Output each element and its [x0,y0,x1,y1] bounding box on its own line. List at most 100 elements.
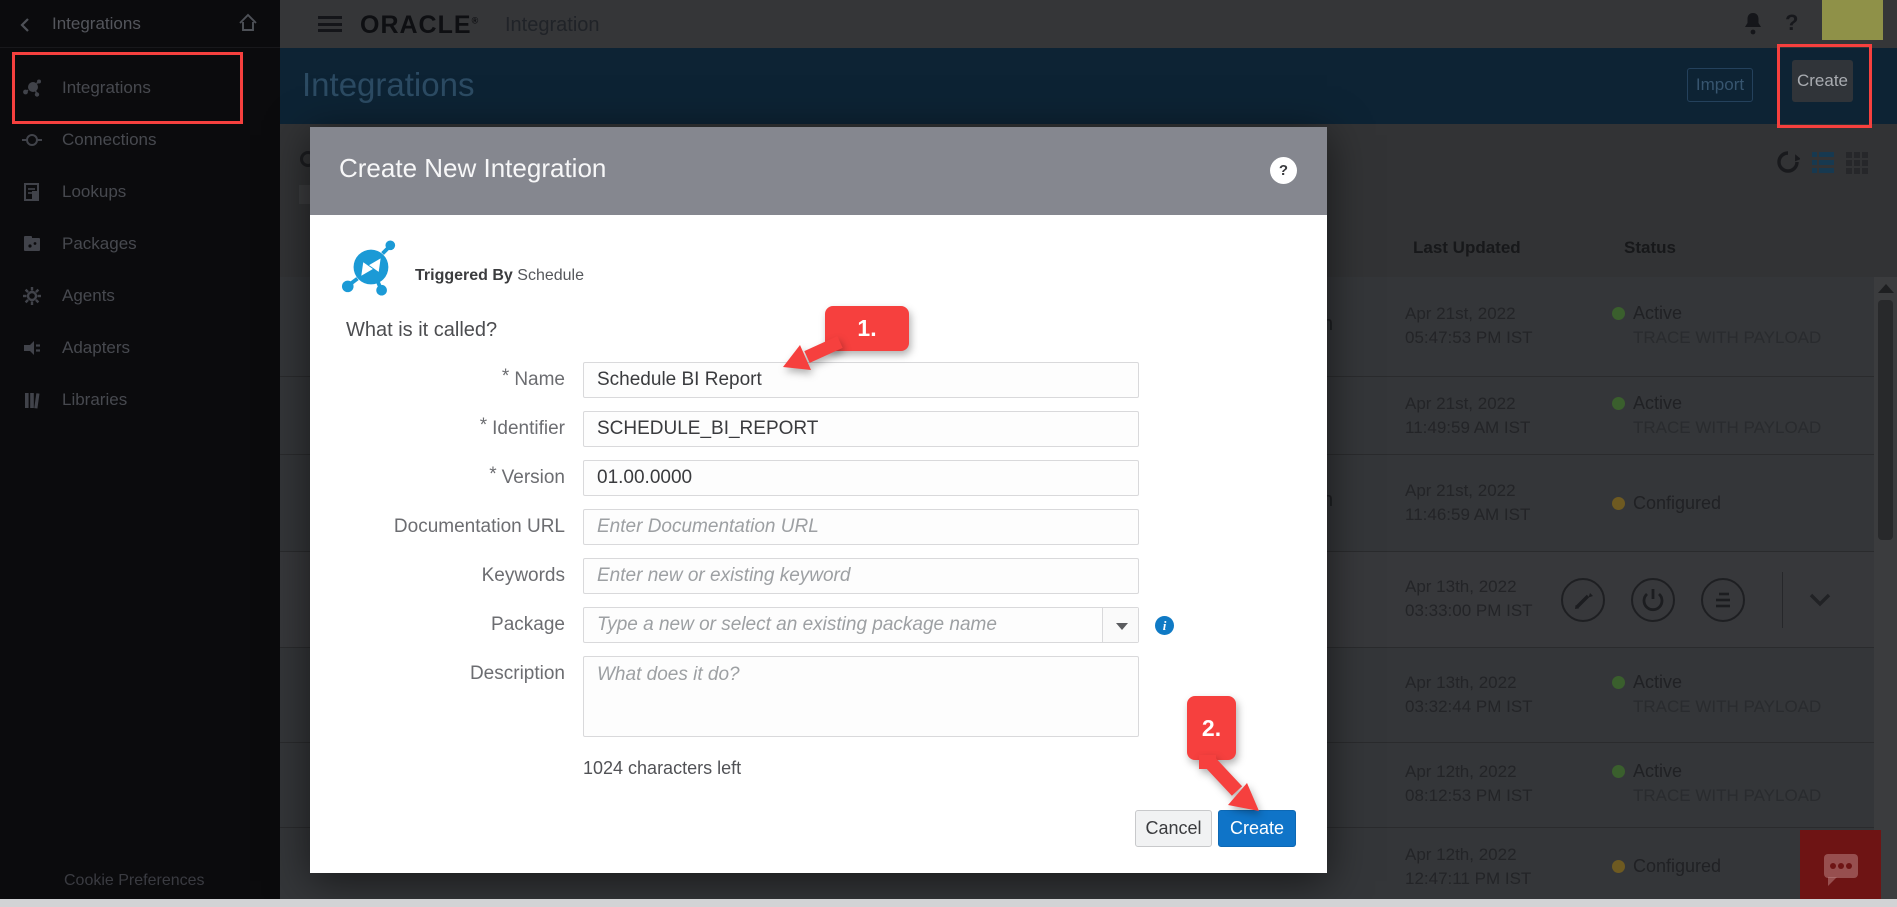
trace-label: TRACE WITH PAYLOAD [1633,697,1822,716]
annotation-box-sidebar-integrations [12,52,243,124]
divider [1782,572,1783,628]
last-updated-date: Apr 21st, 2022 [1405,481,1516,500]
back-icon[interactable] [20,17,30,33]
status-dot-configured [1612,497,1625,510]
connection-link-icon [22,134,42,146]
integration-name-fragment: n [1322,313,1334,335]
sidebar-item-connections[interactable]: Connections [0,114,280,166]
last-updated-time: 03:33:00 PM IST [1405,601,1533,620]
scroll-up-icon[interactable] [1878,284,1894,293]
identifier-field[interactable] [583,411,1139,447]
version-field[interactable] [583,460,1139,496]
help-icon[interactable]: ? [1785,10,1799,35]
last-updated-time: 05:47:53 PM IST [1405,328,1533,347]
last-updated-date: Apr 12th, 2022 [1405,762,1517,781]
registered-mark: ® [471,15,480,26]
scrollbar-thumb[interactable] [1878,300,1893,540]
status-dot-active [1612,307,1625,320]
sidebar-item-label: Adapters [62,338,131,357]
modal-header: Create New Integration ? [310,127,1327,215]
name-field[interactable] [583,362,1139,398]
chevron-down-icon[interactable] [1808,593,1832,612]
version-label: * Version [489,464,565,488]
user-avatar[interactable] [1822,0,1883,40]
cancel-button[interactable]: Cancel [1135,810,1212,847]
page-title: Integrations [302,66,475,103]
bell-icon[interactable] [1742,11,1764,35]
trigger-type-label: Triggered By Schedule [415,267,584,284]
create-integration-modal: Create New Integration ? Triggered By Sc… [310,127,1327,873]
sidebar-title: Integrations [52,14,141,33]
description-field[interactable] [583,656,1139,737]
chat-bubble-icon [1824,854,1858,886]
documentation-url-field[interactable] [583,509,1139,545]
library-books-icon [25,393,40,409]
description-label: Description [469,663,565,684]
status-dot-active [1612,676,1625,689]
sidebar-item-label: Agents [62,286,115,305]
last-updated-time: 03:32:44 PM IST [1405,697,1533,716]
sidebar-item-lookups[interactable]: Lookups [0,166,280,218]
last-updated-time: 11:46:59 AM IST [1405,505,1531,524]
trace-label: TRACE WITH PAYLOAD [1633,418,1822,437]
home-icon[interactable] [238,13,258,33]
sidebar-item-agents[interactable]: Agents [0,270,280,322]
refresh-icon[interactable] [1776,150,1801,174]
status-dot-configured [1612,860,1625,873]
hamburger-menu-icon[interactable] [318,16,342,32]
sidebar-item-integrations[interactable]: Integrations [0,62,280,114]
oracle-logo: ORACLE® [360,11,480,39]
integration-name-fragment: n [1322,489,1334,511]
filter-bar-edge [299,185,310,204]
package-dropdown-button[interactable] [1102,608,1138,642]
feedback-button[interactable] [1800,830,1881,907]
sidebar-item-packages[interactable]: Packages [0,218,280,270]
list-view-icon[interactable] [1812,152,1836,173]
sidebar-item-libraries[interactable]: Libraries [0,374,280,426]
sidebar: Integrations Integrations Connections Lo… [0,0,280,907]
annotation-box-create-button [1777,44,1872,128]
section-heading: What is it called? [346,319,498,341]
sidebar-item-adapters[interactable]: Adapters [0,322,280,374]
scrollbar[interactable] [1874,277,1897,907]
status-dot-active [1612,397,1625,410]
trace-label: TRACE WITH PAYLOAD [1633,328,1822,347]
last-updated-time: 12:47:11 PM IST [1405,869,1532,888]
sidebar-item-label: Connections [62,130,157,149]
status-label: Active [1633,393,1683,413]
modal-create-button[interactable]: Create [1218,810,1296,847]
keywords-label: Keywords [481,565,565,586]
annotation-arrow-2 [1199,755,1259,811]
bottom-edge-strip [0,899,1897,907]
cookie-preferences-link[interactable]: Cookie Preferences [64,872,205,889]
identifier-label: * Identifier [479,415,565,439]
adapter-plug-icon [24,341,40,355]
characters-left-counter: 1024 characters left [583,758,742,778]
sidebar-header: Integrations [0,0,280,48]
lookup-document-icon [24,183,39,201]
sidebar-item-label: Libraries [62,390,128,409]
grid-view-icon[interactable] [1846,152,1868,174]
activate-power-button[interactable] [1631,578,1675,622]
column-header-status: Status [1624,238,1676,257]
status-label: Active [1633,672,1683,692]
create-button-top[interactable]: Create [1792,60,1853,102]
status-label: Configured [1633,856,1722,876]
trace-label: TRACE WITH PAYLOAD [1633,786,1822,805]
package-info-icon[interactable]: i [1155,616,1174,635]
sidebar-item-label: Packages [62,234,137,253]
last-updated-time: 08:12:53 PM IST [1405,786,1533,805]
package-field[interactable] [583,607,1139,643]
last-updated-date: Apr 12th, 2022 [1405,845,1517,864]
modal-help-icon[interactable]: ? [1270,157,1297,184]
modal-title: Create New Integration [339,153,607,183]
status-label: Active [1633,761,1683,781]
page-header: Integrations Import Create [280,48,1897,124]
status-dot-active [1612,765,1625,778]
edit-button[interactable] [1561,578,1605,622]
import-button[interactable]: Import [1687,68,1753,102]
sidebar-item-label: Integrations [62,78,151,97]
menu-button[interactable] [1701,578,1745,622]
last-updated-time: 11:49:59 AM IST [1405,418,1531,437]
keywords-field[interactable] [583,558,1139,594]
